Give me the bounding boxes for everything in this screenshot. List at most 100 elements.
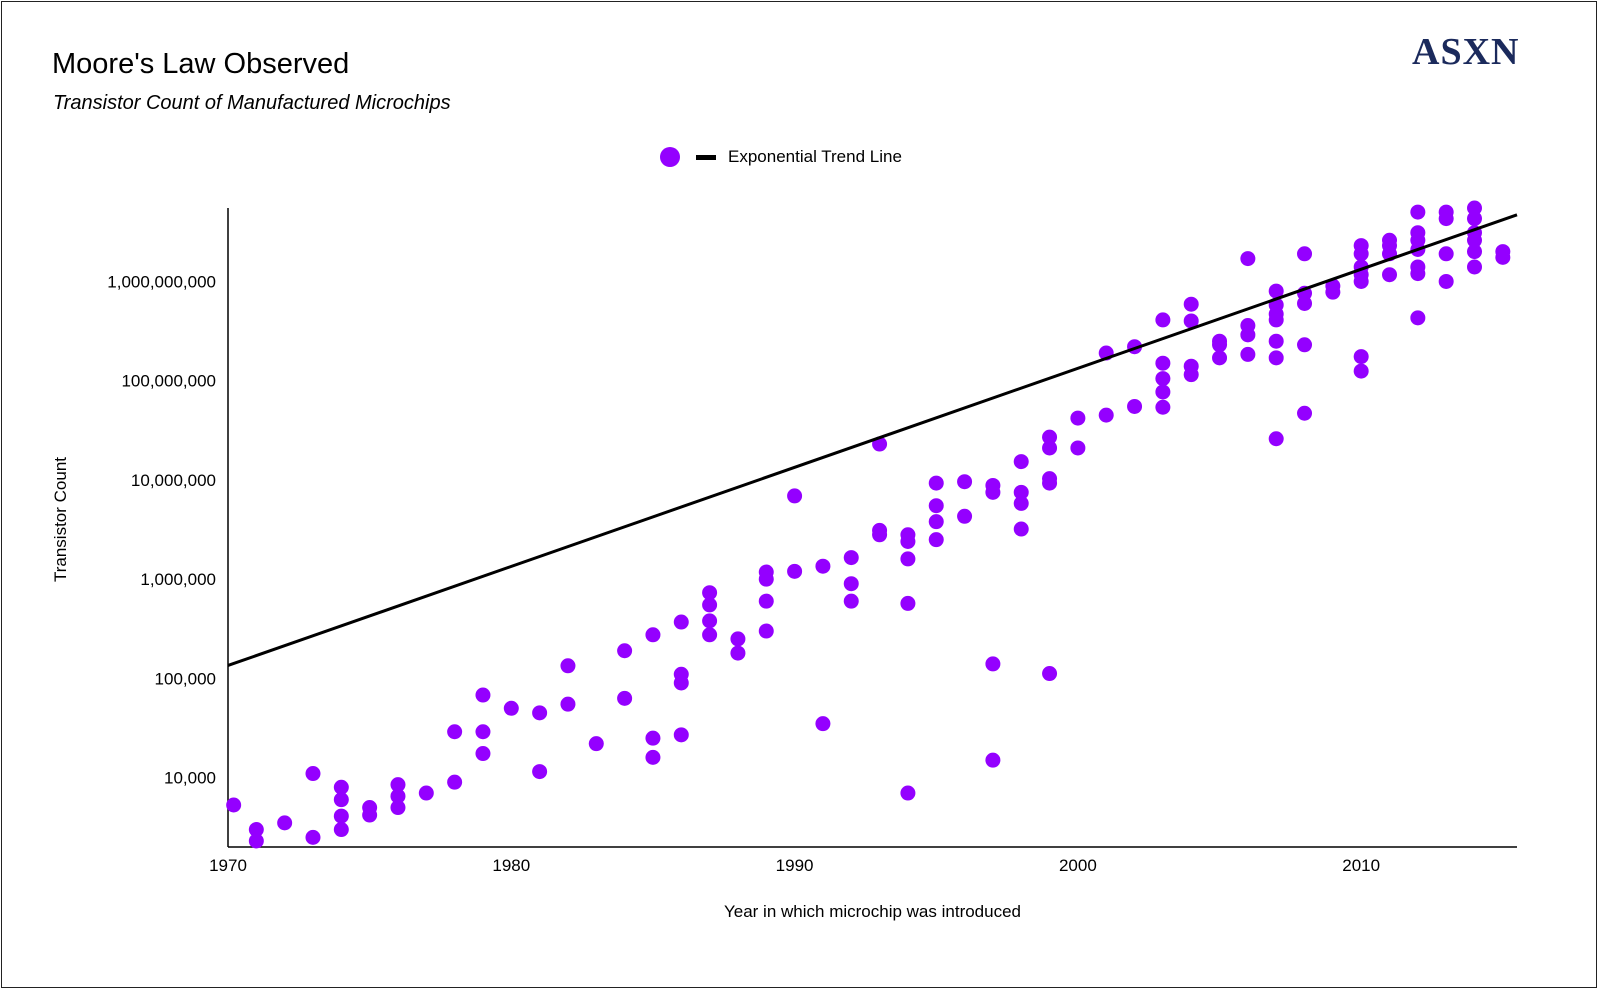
data-point [758, 593, 774, 609]
data-point [1155, 399, 1171, 415]
data-point [645, 627, 661, 643]
data-point [1268, 333, 1284, 349]
data-point [447, 724, 463, 740]
data-point [333, 792, 349, 808]
y-tick-label: 100,000,000 [121, 372, 216, 391]
x-tick-label: 2010 [1342, 856, 1380, 875]
data-point [1467, 259, 1483, 275]
data-point [560, 658, 576, 674]
data-point [1297, 405, 1313, 421]
y-tick-label: 10,000 [164, 769, 216, 788]
data-point [1013, 484, 1029, 500]
data-point [588, 736, 604, 752]
data-point [1183, 358, 1199, 374]
data-point [1297, 337, 1313, 353]
data-point [730, 631, 746, 647]
data-point [503, 700, 519, 716]
data-point [617, 643, 633, 659]
data-point [985, 752, 1001, 768]
data-point [645, 730, 661, 746]
data-point [900, 551, 916, 567]
data-point [1155, 384, 1171, 400]
data-point [957, 508, 973, 524]
data-point [1042, 666, 1058, 682]
data-point [1240, 346, 1256, 362]
data-point [843, 576, 859, 592]
x-axis-ticks: 1970 1980 1990 2000 2010 [209, 856, 1380, 875]
data-point [532, 705, 548, 721]
data-point [1183, 313, 1199, 329]
data-point [1438, 204, 1454, 220]
data-point [617, 690, 633, 706]
data-point [985, 656, 1001, 672]
data-point [872, 522, 888, 538]
data-point [333, 808, 349, 824]
data-point [900, 785, 916, 801]
data-point [1410, 225, 1426, 241]
data-point [928, 498, 944, 514]
data-point [1353, 349, 1369, 365]
brand-logo: ASXN [1412, 31, 1520, 73]
data-point [1183, 296, 1199, 312]
data-point [1070, 440, 1086, 456]
data-point [1268, 350, 1284, 366]
data-point [475, 687, 491, 703]
x-axis-label: Year in which microchip was introduced [724, 902, 1021, 921]
data-point [1240, 251, 1256, 267]
data-point [1070, 410, 1086, 426]
data-point [1042, 471, 1058, 487]
data-point [1410, 204, 1426, 220]
data-point [843, 593, 859, 609]
data-point [560, 696, 576, 712]
data-point [1155, 371, 1171, 387]
y-tick-label: 1,000,000,000 [107, 272, 216, 291]
data-point [1467, 200, 1483, 216]
data-point [673, 614, 689, 630]
data-point [362, 800, 378, 816]
data-point [248, 822, 264, 838]
data-point [815, 716, 831, 732]
data-point [1155, 312, 1171, 328]
data-point [702, 597, 718, 613]
data-point [1127, 398, 1143, 414]
trend-line [227, 213, 1518, 667]
data-point [277, 815, 293, 831]
data-point [645, 749, 661, 765]
data-point [928, 514, 944, 530]
legend-trend-line-marker [696, 154, 716, 160]
data-point [1042, 429, 1058, 445]
data-point [475, 746, 491, 762]
data-point [1212, 350, 1228, 366]
data-point [1013, 454, 1029, 470]
data-point [1410, 259, 1426, 275]
data-point [532, 764, 548, 780]
chart-subtitle: Transistor Count of Manufactured Microch… [53, 92, 451, 114]
data-point [333, 822, 349, 838]
legend-scatter-marker [660, 147, 680, 167]
data-point [1042, 440, 1058, 456]
data-point [1240, 317, 1256, 333]
data-point [787, 488, 803, 504]
data-point [673, 727, 689, 743]
data-point [702, 627, 718, 643]
data-point [1212, 333, 1228, 349]
data-point [1438, 273, 1454, 289]
data-point [843, 550, 859, 566]
data-point [390, 788, 406, 804]
data-point [1467, 211, 1483, 227]
data-point [985, 477, 1001, 493]
data-point [1467, 244, 1483, 260]
data-point [475, 724, 491, 740]
data-point [418, 785, 434, 801]
data-point [1382, 232, 1398, 248]
data-point [1268, 283, 1284, 299]
data-point [758, 564, 774, 580]
y-tick-label: 100,000 [155, 669, 216, 688]
legend-trend-line-label: Exponential Trend Line [728, 147, 902, 166]
data-point [815, 558, 831, 574]
data-point [957, 474, 973, 490]
data-point [1155, 355, 1171, 371]
data-point [333, 779, 349, 795]
data-point [1382, 267, 1398, 283]
